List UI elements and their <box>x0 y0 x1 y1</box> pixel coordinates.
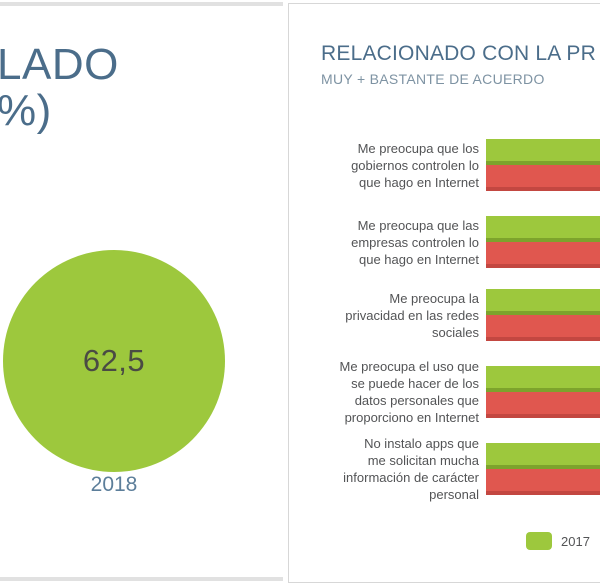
bar-red <box>486 469 600 495</box>
bar-2017-green <box>486 216 600 242</box>
chart-row-social-networks: Me preocupa la privacidad en las redes s… <box>319 281 600 349</box>
bar-red <box>486 165 600 191</box>
chart-row-apps: No instalo apps que me solicitan mucha i… <box>319 435 600 503</box>
chart-subtitle: MUY + BASTANTE DE ACUERDO <box>321 71 545 87</box>
bar-group <box>486 216 600 268</box>
category-label: Me preocupa que las empresas controlen l… <box>351 217 479 267</box>
category-label: No instalo apps que me solicitan mucha i… <box>343 436 479 502</box>
bar-group <box>486 443 600 495</box>
bar-2017-green <box>486 443 600 469</box>
chart-legend: 2017 <box>526 532 590 550</box>
legend-label-2017: 2017 <box>561 533 590 549</box>
bubble-value: 62,5 <box>82 343 146 378</box>
chart-row-governments: Me preocupa que los gobiernos controlen … <box>319 131 600 199</box>
pie-bubble-2018: 62,5 <box>3 250 225 472</box>
left-panel-title: LADO %) <box>0 40 119 135</box>
bar-group <box>486 289 600 341</box>
left-panel-top-rule <box>0 2 283 6</box>
bar-red <box>486 242 600 268</box>
bar-group <box>486 139 600 191</box>
chart-row-personal-data: Me preocupa el uso que se puede hacer de… <box>319 358 600 426</box>
bar-red <box>486 392 600 418</box>
category-label: Me preocupa la privacidad en las redes s… <box>345 290 479 340</box>
left-panel-bottom-rule <box>0 577 283 581</box>
privacy-chart-card: RELACIONADO CON LA PR MUY + BASTANTE DE … <box>288 3 600 583</box>
bar-red <box>486 315 600 341</box>
bar-group <box>486 366 600 418</box>
bar-2017-green <box>486 366 600 392</box>
bar-2017-green <box>486 289 600 315</box>
category-label: Me preocupa el uso que se puede hacer de… <box>339 359 479 425</box>
bar-2017-green <box>486 139 600 165</box>
bubble-year-label: 2018 <box>90 473 138 496</box>
category-label: Me preocupa que los gobiernos controlen … <box>351 140 479 190</box>
legend-swatch-2017 <box>526 532 552 550</box>
chart-row-companies: Me preocupa que las empresas controlen l… <box>319 208 600 276</box>
chart-title: RELACIONADO CON LA PR <box>321 42 596 65</box>
